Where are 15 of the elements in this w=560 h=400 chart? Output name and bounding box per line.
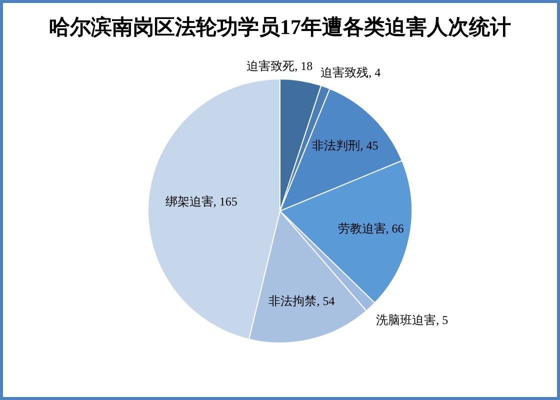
data-label: , 66 (386, 221, 404, 236)
slice-label: 绑架迫害 (165, 194, 214, 209)
data-label: , 4 (368, 66, 381, 80)
data-label: , 54 (316, 294, 335, 308)
data-label: , 165 (213, 194, 238, 209)
slice-label: 洗脑班迫害 (376, 312, 436, 327)
slice-label: 迫害致死 (246, 58, 295, 73)
slice-label: 非法拘禁 (268, 294, 317, 308)
chart-title: 哈尔滨南岗区法轮功学员17年遭各类迫害人次统计 (49, 15, 511, 39)
data-label: , 45 (360, 138, 378, 153)
slice-label: 迫害致残 (320, 66, 369, 80)
data-label: , 18 (294, 58, 313, 73)
slice-label: 非法判刑 (312, 138, 360, 153)
data-label: , 5 (436, 312, 448, 327)
slice-label: 劳教迫害 (338, 221, 386, 236)
